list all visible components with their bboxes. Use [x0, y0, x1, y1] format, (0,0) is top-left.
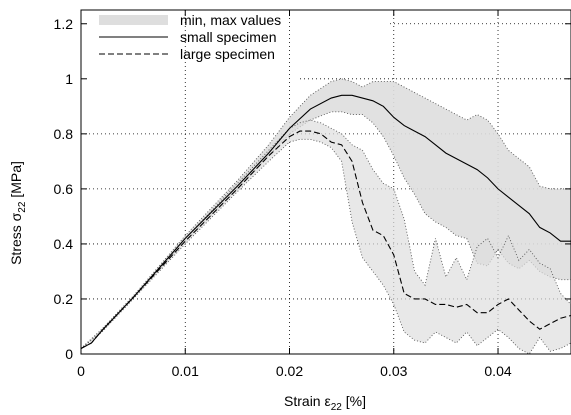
y-tick-label: 1	[65, 71, 73, 87]
x-tick-label: 0.02	[276, 363, 303, 379]
large-specimen-line	[80, 130, 571, 349]
min-max-bands	[80, 78, 571, 355]
band-area	[81, 120, 571, 354]
axis-ticks: 0 0.01 0.02 0.03 0.04 0 0.2 0.4 0.6 0.8 1 1.2	[54, 10, 571, 379]
legend-label: small specimen	[180, 29, 276, 45]
legend-label: large specimen	[180, 46, 275, 62]
small-specimen-line	[80, 94, 571, 349]
series-lines	[80, 94, 571, 349]
plot-frame	[80, 9, 571, 355]
band-lower-edge	[80, 138, 571, 355]
x-axis-label: Strain ε22 [%]	[284, 393, 366, 413]
band-area	[81, 78, 571, 349]
band-upper-edge	[80, 78, 571, 349]
x-tick-label: 0.01	[172, 363, 199, 379]
x-tick-label: 0	[77, 363, 85, 379]
y-tick-label: 0.8	[54, 126, 74, 142]
y-axis-label: Stress σ22 [MPa]	[8, 161, 28, 265]
y-tick-label: 0.6	[54, 181, 74, 197]
y-tick-label: 1.2	[54, 16, 74, 32]
x-tick-label: 0.03	[380, 363, 407, 379]
legend-label: min, max values	[180, 12, 281, 28]
y-tick-label: 0.4	[54, 236, 74, 252]
legend-band-swatch	[99, 15, 168, 25]
y-tick-label: 0	[65, 346, 73, 362]
x-tick-label: 0.04	[484, 363, 511, 379]
y-tick-label: 0.2	[54, 291, 74, 307]
band-upper-edge	[80, 119, 571, 349]
